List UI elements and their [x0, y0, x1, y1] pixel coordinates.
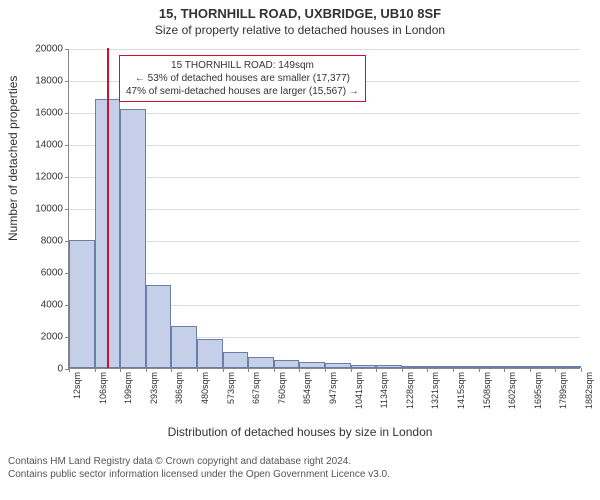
- histogram-bar: [197, 339, 223, 368]
- footer-line-2: Contains public sector information licen…: [8, 468, 592, 481]
- y-tick-label: 0: [25, 364, 69, 375]
- x-tick-mark: [479, 368, 480, 372]
- x-tick-mark: [248, 368, 249, 372]
- footer-attribution: Contains HM Land Registry data © Crown c…: [0, 451, 600, 481]
- y-tick-label: 18000: [25, 76, 69, 87]
- x-tick-label: 199sqm: [123, 368, 133, 428]
- plot-area: 0200040006000800010000120001400016000180…: [68, 49, 580, 369]
- x-tick-label: 667sqm: [251, 368, 261, 428]
- histogram-bar: [274, 360, 300, 368]
- histogram-bar: [248, 357, 274, 368]
- x-tick-mark: [530, 368, 531, 372]
- x-tick-label: 1321sqm: [430, 368, 440, 428]
- x-axis-label: Distribution of detached houses by size …: [0, 425, 600, 439]
- x-tick-label: 1228sqm: [405, 368, 415, 428]
- x-tick-label: 1415sqm: [456, 368, 466, 428]
- histogram-bar: [120, 109, 146, 368]
- annotation-box: 15 THORNHILL ROAD: 149sqm ← 53% of detac…: [119, 55, 366, 102]
- x-tick-mark: [274, 368, 275, 372]
- y-tick-label: 8000: [25, 236, 69, 247]
- x-tick-mark: [197, 368, 198, 372]
- x-tick-label: 12sqm: [72, 368, 82, 428]
- x-tick-mark: [120, 368, 121, 372]
- histogram-bar: [69, 240, 95, 368]
- gridline: [69, 49, 580, 50]
- x-tick-label: 1602sqm: [507, 368, 517, 428]
- chart-title-main: 15, THORNHILL ROAD, UXBRIDGE, UB10 8SF: [0, 0, 600, 21]
- chart-title-sub: Size of property relative to detached ho…: [0, 21, 600, 41]
- x-tick-mark: [402, 368, 403, 372]
- x-tick-mark: [555, 368, 556, 372]
- x-tick-mark: [427, 368, 428, 372]
- y-tick-label: 12000: [25, 172, 69, 183]
- y-tick-label: 2000: [25, 332, 69, 343]
- highlight-marker: [107, 48, 109, 368]
- y-tick-label: 20000: [25, 44, 69, 55]
- y-tick-label: 10000: [25, 204, 69, 215]
- histogram-bar: [171, 326, 197, 368]
- x-tick-mark: [146, 368, 147, 372]
- x-tick-label: 573sqm: [226, 368, 236, 428]
- y-tick-label: 6000: [25, 268, 69, 279]
- annotation-line-1: 15 THORNHILL ROAD: 149sqm: [126, 59, 359, 72]
- x-tick-label: 480sqm: [200, 368, 210, 428]
- y-axis-label: Number of detached properties: [6, 76, 20, 241]
- x-tick-label: 106sqm: [98, 368, 108, 428]
- x-tick-label: 293sqm: [149, 368, 159, 428]
- annotation-line-3: 47% of semi-detached houses are larger (…: [126, 85, 359, 98]
- x-tick-label: 386sqm: [174, 368, 184, 428]
- footer-line-1: Contains HM Land Registry data © Crown c…: [8, 455, 592, 468]
- x-tick-mark: [581, 368, 582, 372]
- chart-container: Number of detached properties 0200040006…: [0, 41, 600, 451]
- x-tick-mark: [376, 368, 377, 372]
- x-tick-mark: [504, 368, 505, 372]
- histogram-bar: [146, 285, 172, 368]
- x-tick-label: 1882sqm: [584, 368, 594, 428]
- y-tick-label: 16000: [25, 108, 69, 119]
- x-tick-mark: [453, 368, 454, 372]
- y-tick-label: 4000: [25, 300, 69, 311]
- x-tick-mark: [325, 368, 326, 372]
- x-tick-mark: [69, 368, 70, 372]
- x-tick-label: 1508sqm: [482, 368, 492, 428]
- x-tick-label: 947sqm: [328, 368, 338, 428]
- x-tick-label: 760sqm: [277, 368, 287, 428]
- x-tick-label: 1041sqm: [354, 368, 364, 428]
- x-tick-mark: [351, 368, 352, 372]
- x-tick-mark: [299, 368, 300, 372]
- y-tick-label: 14000: [25, 140, 69, 151]
- x-tick-label: 1134sqm: [379, 368, 389, 428]
- annotation-line-2: ← 53% of detached houses are smaller (17…: [126, 72, 359, 85]
- x-tick-label: 854sqm: [302, 368, 312, 428]
- x-tick-mark: [95, 368, 96, 372]
- x-tick-label: 1789sqm: [558, 368, 568, 428]
- histogram-bar: [223, 352, 249, 368]
- x-tick-label: 1695sqm: [533, 368, 543, 428]
- x-tick-mark: [223, 368, 224, 372]
- x-tick-mark: [171, 368, 172, 372]
